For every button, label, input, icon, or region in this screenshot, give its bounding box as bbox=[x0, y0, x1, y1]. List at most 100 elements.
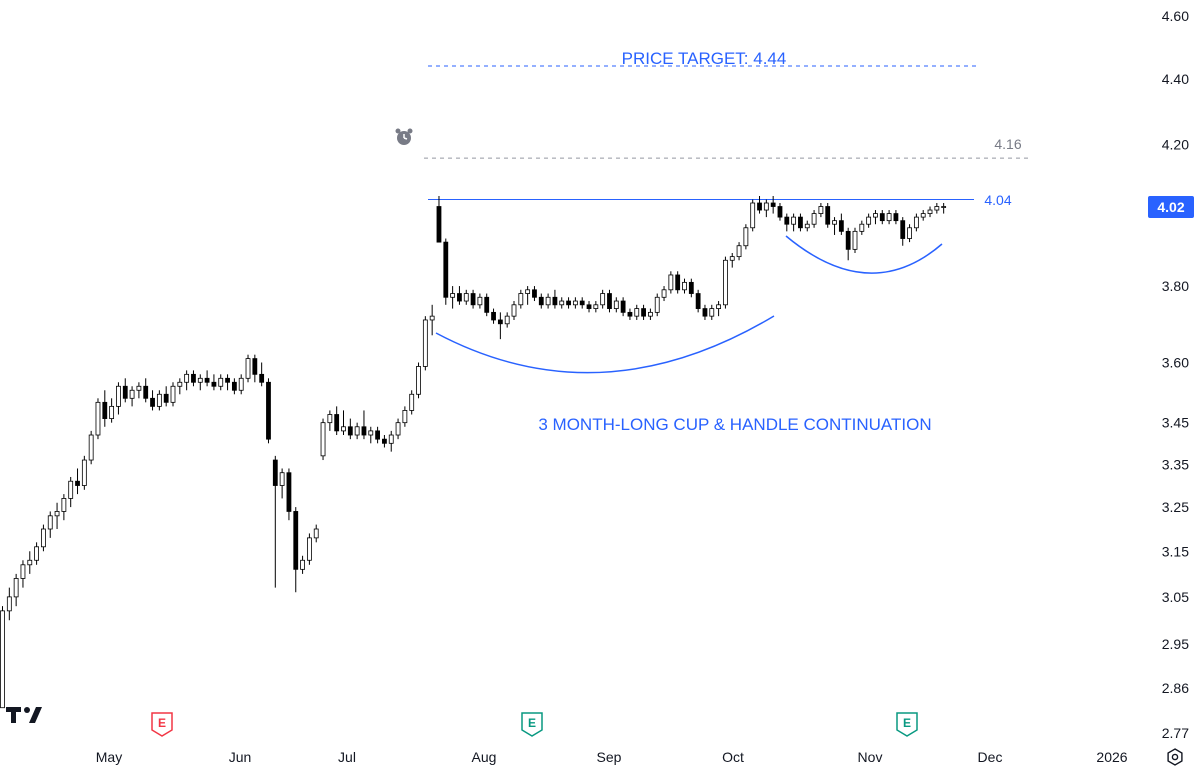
candle bbox=[675, 271, 681, 294]
candle bbox=[41, 524, 46, 552]
x-tick-label: Oct bbox=[722, 749, 744, 765]
candle bbox=[231, 378, 237, 395]
candle bbox=[75, 468, 80, 495]
y-tick-label: 4.20 bbox=[1162, 137, 1189, 153]
candle bbox=[368, 426, 374, 444]
candle bbox=[252, 354, 258, 383]
candle bbox=[191, 370, 196, 387]
candle bbox=[361, 410, 367, 440]
candle bbox=[95, 398, 101, 440]
candle bbox=[532, 286, 537, 302]
candle bbox=[545, 293, 551, 309]
candle bbox=[116, 382, 121, 415]
candle bbox=[654, 293, 660, 317]
y-tick-label: 3.05 bbox=[1162, 589, 1189, 605]
candle bbox=[845, 227, 851, 261]
candle bbox=[109, 398, 115, 423]
candle bbox=[347, 418, 353, 440]
candle bbox=[54, 502, 60, 530]
candle bbox=[102, 390, 108, 427]
candle bbox=[177, 378, 183, 395]
candle bbox=[211, 374, 217, 391]
candle bbox=[320, 418, 326, 461]
candle bbox=[0, 606, 5, 709]
candle bbox=[791, 213, 797, 232]
candle bbox=[429, 304, 435, 336]
price-axis[interactable]: 4.60 4.40 4.20 3.80 3.60 3.45 3.35 3.25 3.15 3.05… bbox=[1162, 8, 1189, 741]
candle bbox=[143, 378, 149, 403]
candle bbox=[341, 410, 346, 436]
candle bbox=[470, 289, 476, 309]
candle bbox=[525, 286, 531, 305]
time-axis[interactable]: May Jun Jul Aug Sep Oct Nov Dec 2026 bbox=[96, 749, 1128, 765]
candle bbox=[388, 430, 394, 452]
candle bbox=[927, 206, 933, 218]
candle bbox=[6, 587, 12, 621]
candle bbox=[245, 354, 251, 383]
candle bbox=[259, 362, 265, 387]
candle bbox=[20, 560, 26, 588]
candle bbox=[627, 308, 633, 320]
candle bbox=[409, 390, 415, 415]
candle bbox=[913, 213, 919, 232]
y-tick-label: 2.77 bbox=[1162, 725, 1189, 741]
candle bbox=[27, 551, 33, 574]
earnings-label: E bbox=[158, 716, 166, 730]
candle bbox=[511, 301, 517, 320]
candle bbox=[218, 374, 224, 391]
candle bbox=[163, 386, 169, 407]
candle bbox=[136, 382, 142, 399]
candle bbox=[375, 426, 381, 444]
candle bbox=[648, 308, 653, 320]
candle bbox=[559, 297, 565, 309]
candle bbox=[804, 220, 810, 232]
candle bbox=[436, 196, 442, 243]
candle bbox=[893, 210, 899, 225]
price-target-label: PRICE TARGET: 4.44 bbox=[622, 49, 787, 68]
candle bbox=[354, 422, 360, 440]
candle bbox=[238, 374, 244, 395]
candle bbox=[866, 213, 872, 228]
candle bbox=[457, 286, 462, 305]
candle bbox=[313, 524, 319, 543]
earnings-marker[interactable]: E bbox=[151, 712, 173, 737]
y-tick-label: 2.86 bbox=[1162, 680, 1189, 696]
candle bbox=[279, 468, 285, 499]
candle bbox=[920, 210, 926, 221]
candle bbox=[129, 386, 135, 407]
y-tick-label: 3.15 bbox=[1162, 543, 1189, 559]
earnings-marker[interactable]: E bbox=[521, 712, 543, 737]
x-tick-label: Jun bbox=[229, 749, 252, 765]
candle bbox=[763, 199, 769, 218]
candle bbox=[88, 430, 94, 465]
candle bbox=[702, 304, 708, 320]
candle bbox=[750, 199, 756, 232]
candle bbox=[334, 406, 340, 436]
settings-gear-icon[interactable] bbox=[1166, 748, 1184, 766]
candle bbox=[641, 304, 646, 320]
x-tick-label: Nov bbox=[858, 749, 883, 765]
candle bbox=[586, 301, 592, 313]
candle bbox=[770, 196, 776, 214]
candle bbox=[879, 210, 885, 225]
y-tick-label: 4.60 bbox=[1162, 8, 1189, 24]
earnings-marker[interactable]: E bbox=[896, 712, 918, 737]
candle bbox=[68, 476, 74, 508]
alarm-clock-icon[interactable] bbox=[395, 128, 413, 146]
candle bbox=[572, 297, 578, 309]
candle bbox=[327, 410, 333, 431]
level-lines bbox=[424, 65, 1030, 201]
candle bbox=[825, 203, 831, 228]
y-tick-label: 2.95 bbox=[1162, 636, 1189, 652]
candle bbox=[395, 418, 401, 440]
candle bbox=[266, 378, 271, 444]
candle bbox=[607, 289, 612, 313]
candle bbox=[620, 297, 626, 317]
x-tick-label: Sep bbox=[597, 749, 622, 765]
candle bbox=[552, 289, 558, 309]
candle bbox=[661, 286, 667, 302]
candle bbox=[832, 217, 837, 235]
candle bbox=[934, 203, 940, 214]
cup-curve bbox=[435, 315, 775, 374]
